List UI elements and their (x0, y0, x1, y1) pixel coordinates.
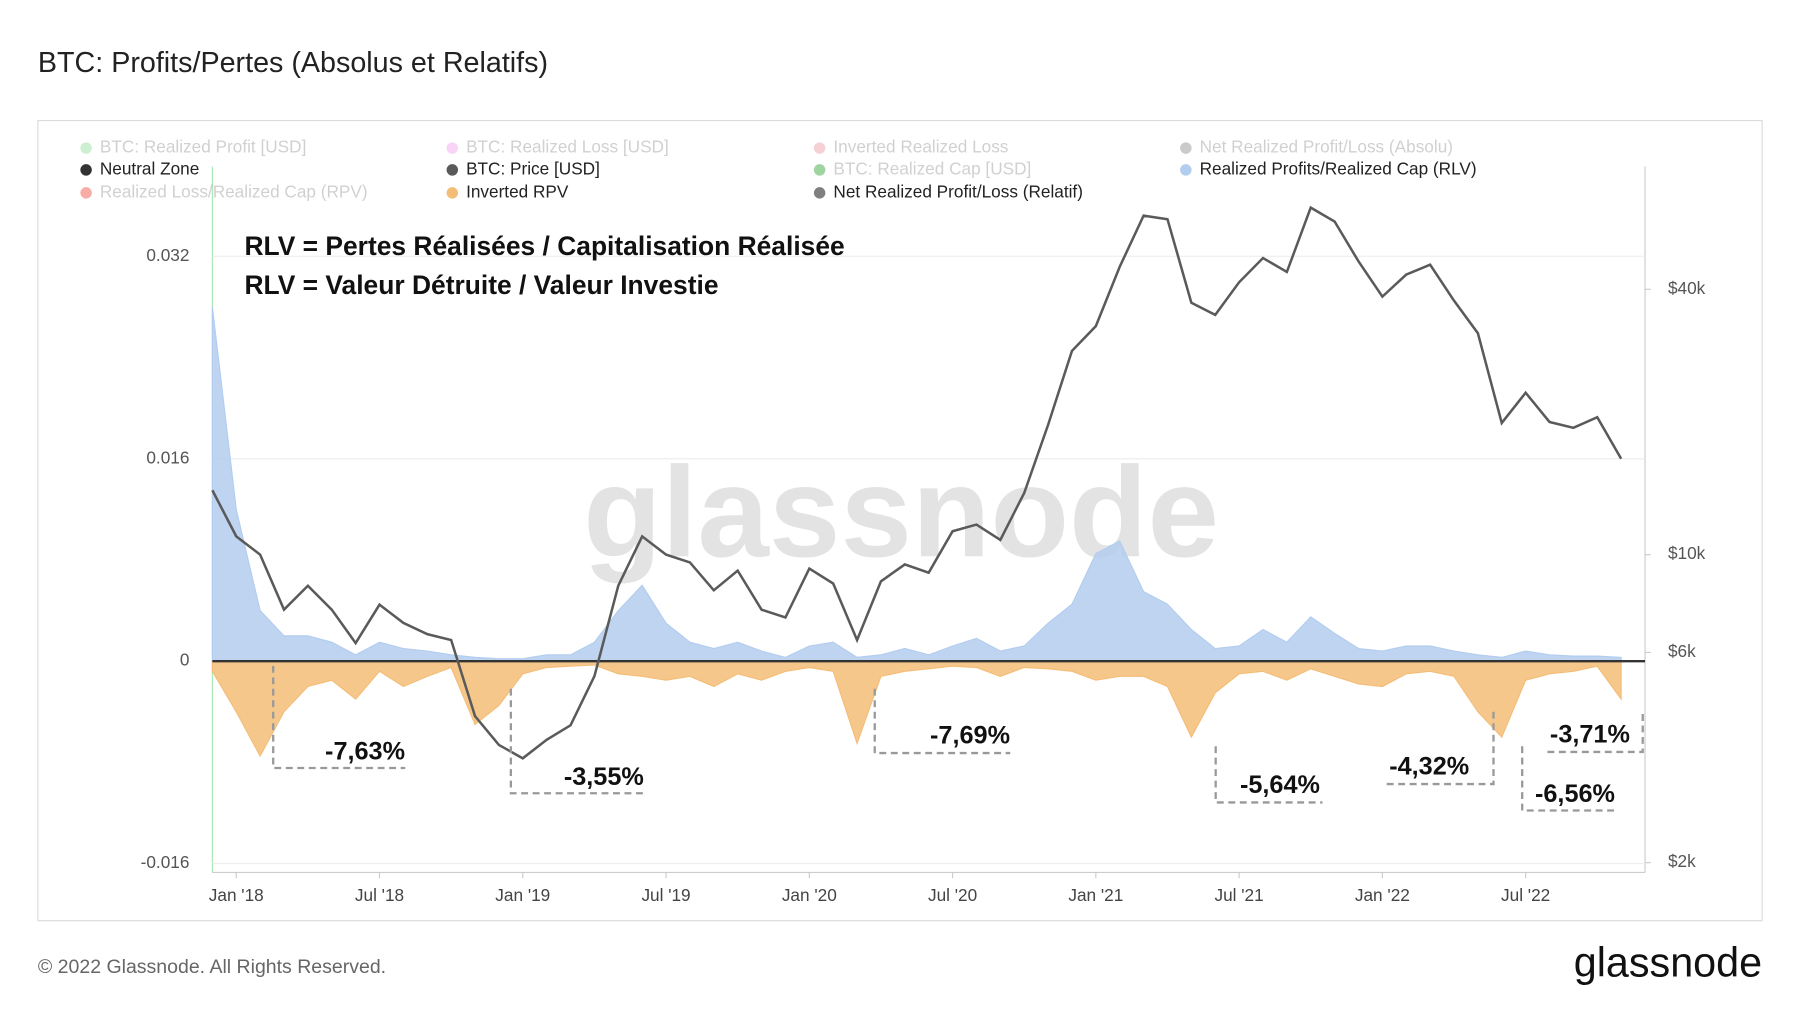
legend-label: BTC: Realized Loss [USD] (466, 137, 669, 157)
legend-swatch (813, 164, 826, 176)
x-tick-label: Jan '21 (1068, 885, 1123, 905)
y-tick-label: 0 (180, 650, 190, 670)
y2-tick-label: $2k (1668, 851, 1696, 871)
callout-bracket (1386, 711, 1495, 786)
legend-label: Realized Profits/Realized Cap (RLV) (1200, 158, 1477, 178)
legend-item: Realized Profits/Realized Cap (RLV) (1180, 158, 1477, 178)
annotation: RLV = Pertes Réalisées / Capitalisation … (245, 231, 845, 261)
callout-bracket (509, 688, 643, 795)
legend-label: Neutral Zone (100, 158, 199, 178)
legend-item: Realized Loss/Realized Cap (RPV) (80, 181, 368, 201)
callout-bracket (1214, 746, 1323, 804)
legend-label: BTC: Realized Cap [USD] (833, 158, 1031, 178)
callout-label: -5,64% (1240, 771, 1320, 799)
legend-item: Net Realized Profit/Loss (Absolu) (1180, 137, 1453, 157)
y-tick-label: 0.032 (146, 245, 189, 265)
chart-title: BTC: Profits/Pertes (Absolus et Relatifs… (38, 47, 548, 79)
legend-item: BTC: Realized Loss [USD] (446, 137, 669, 157)
area (211, 660, 1622, 758)
legend-swatch (1180, 164, 1192, 176)
callout-label: -6,56% (1535, 780, 1615, 808)
legend-swatch (813, 142, 826, 154)
legend-label: Realized Loss/Realized Cap (RPV) (100, 181, 368, 201)
callout-bracket (272, 665, 406, 770)
y2-tick-label: $40k (1668, 278, 1706, 298)
callout-label: -3,55% (564, 763, 644, 791)
legend-label: BTC: Realized Profit [USD] (100, 137, 306, 157)
legend-swatch (446, 142, 459, 154)
legend-item: Inverted Realized Loss (813, 137, 1008, 157)
callout-bracket (1521, 746, 1619, 812)
legend-swatch (80, 164, 92, 176)
legend-swatch (1180, 142, 1192, 154)
x-tick-label: Jan '22 (1355, 885, 1410, 905)
x-tick-label: Jan '18 (209, 885, 264, 905)
legend-item: Net Realized Profit/Loss (Relatif) (813, 181, 1083, 201)
y-tick-label: -0.016 (141, 852, 190, 872)
callout-label: -7,69% (930, 722, 1010, 750)
chart-frame (37, 119, 1763, 922)
callout-label: -7,63% (325, 738, 405, 766)
legend-label: Inverted RPV (466, 181, 569, 201)
legend-swatch (80, 142, 92, 154)
legend-item: Inverted RPV (446, 181, 569, 201)
y2-tick-label: $10k (1668, 543, 1706, 563)
legend-swatch (80, 187, 92, 199)
x-tick-label: Jul '19 (641, 885, 690, 905)
logo: glassnode (1574, 939, 1762, 985)
x-tick-label: Jul '21 (1215, 885, 1264, 905)
area (211, 306, 1622, 662)
callout-label: -4,32% (1389, 753, 1469, 781)
legend-item: BTC: Realized Profit [USD] (80, 137, 306, 157)
x-tick-label: Jul '20 (928, 885, 977, 905)
legend-swatch (813, 187, 826, 199)
x-tick-label: Jul '18 (355, 885, 404, 905)
legend-item: Neutral Zone (80, 158, 199, 178)
copyright: © 2022 Glassnode. All Rights Reserved. (38, 956, 386, 978)
legend-swatch (446, 164, 459, 176)
legend-item: BTC: Realized Cap [USD] (813, 158, 1031, 178)
x-tick-label: Jan '20 (782, 885, 837, 905)
legend-swatch (446, 187, 459, 199)
annotation: RLV = Valeur Détruite / Valeur Investie (245, 270, 719, 300)
legend-label: BTC: Price [USD] (466, 158, 600, 178)
callout-label: -3,71% (1550, 721, 1630, 749)
legend-label: Net Realized Profit/Loss (Relatif) (833, 181, 1083, 201)
y-tick-label: 0.016 (146, 447, 189, 467)
price-line (211, 205, 1623, 760)
x-tick-label: Jul '22 (1501, 885, 1550, 905)
x-tick-label: Jan '19 (495, 885, 550, 905)
callout-bracket (1547, 711, 1644, 754)
legend-label: Net Realized Profit/Loss (Absolu) (1200, 137, 1453, 157)
legend-label: Inverted Realized Loss (833, 137, 1008, 157)
y2-tick-label: $6k (1668, 641, 1696, 661)
callout-bracket (873, 688, 1011, 755)
legend-item: BTC: Price [USD] (446, 158, 600, 178)
